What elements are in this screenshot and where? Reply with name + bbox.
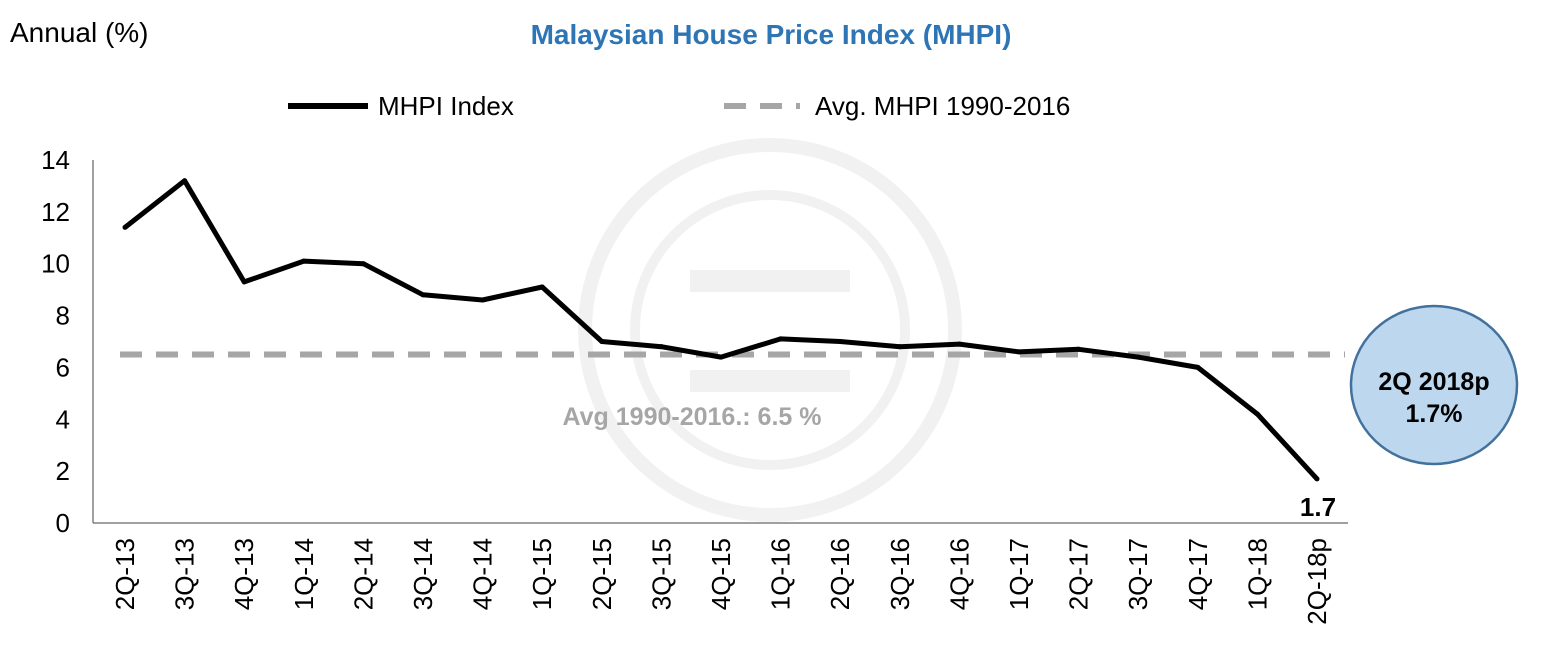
x-tick-label: 2Q-13 xyxy=(110,538,140,610)
mhpi-data-point xyxy=(420,292,426,298)
x-tick-label: 3Q-16 xyxy=(885,538,915,610)
y-tick-label: 14 xyxy=(41,145,70,175)
x-tick-label: 4Q-16 xyxy=(944,538,974,610)
y-tick-labels: 0 2 4 6 8 10 12 14 xyxy=(41,145,70,538)
mhpi-data-point xyxy=(837,339,843,344)
mhpi-data-point xyxy=(956,341,962,347)
y-tick-label: 12 xyxy=(41,197,70,227)
x-tick-label: 1Q-16 xyxy=(766,538,796,610)
y-axis-label: Annual (%) xyxy=(10,17,149,48)
y-tick-label: 6 xyxy=(56,352,70,382)
x-tick-label: 4Q-13 xyxy=(229,538,259,610)
y-tick-label: 4 xyxy=(56,404,70,434)
x-tick-label: 4Q-17 xyxy=(1183,538,1213,610)
x-tick-label: 3Q-14 xyxy=(408,538,438,610)
mhpi-data-point xyxy=(480,297,486,303)
y-tick-label: 2 xyxy=(56,456,70,486)
mhpi-data-point xyxy=(122,224,128,230)
y-tick-label: 10 xyxy=(41,249,70,279)
x-tick-label: 1Q-14 xyxy=(289,538,319,610)
mhpi-data-point xyxy=(599,339,605,344)
callout-line-1: 2Q 2018p xyxy=(1378,368,1489,396)
x-tick-label: 3Q-15 xyxy=(646,538,676,610)
mhpi-data-point xyxy=(1076,346,1082,352)
x-tick-label: 1Q-18 xyxy=(1242,538,1272,610)
x-tick-label: 2Q-15 xyxy=(587,538,617,610)
avg-annotation: Avg 1990-2016.: 6.5 % xyxy=(563,403,822,431)
callout-bubble: 2Q 2018p 1.7% xyxy=(1349,304,1519,466)
x-tick-label: 2Q-14 xyxy=(348,538,378,610)
x-tick-labels: 2Q-13 3Q-13 4Q-13 1Q-14 2Q-14 3Q-14 4Q-14 1Q-15… xyxy=(110,538,1332,625)
x-tick-label: 4Q-14 xyxy=(468,538,498,610)
chart-title: Malaysian House Price Index (MHPI) xyxy=(531,19,1012,50)
x-tick-label: 3Q-17 xyxy=(1123,538,1153,610)
mhpi-index-line xyxy=(123,178,1319,481)
last-value-label: 1.7 xyxy=(1300,492,1336,522)
legend: MHPI Index Avg. MHPI 1990-2016 xyxy=(288,91,1070,121)
mhpi-data-point xyxy=(1314,476,1320,482)
mhpi-data-point xyxy=(360,261,366,267)
mhpi-data-point xyxy=(1135,354,1141,360)
y-tick-label: 0 xyxy=(56,508,70,538)
callout-line-2: 1.7% xyxy=(1406,400,1463,428)
x-tick-label: 2Q-18p xyxy=(1302,538,1332,625)
legend-label-mhpi-index: MHPI Index xyxy=(378,91,514,121)
watermark-logo xyxy=(578,138,962,522)
mhpi-data-point xyxy=(182,178,188,184)
x-tick-label: 2Q-16 xyxy=(825,538,855,610)
x-tick-label: 4Q-15 xyxy=(706,538,736,610)
mhpi-data-point xyxy=(1254,411,1260,417)
callout-circle xyxy=(1349,304,1519,466)
x-tick-label: 1Q-17 xyxy=(1004,538,1034,610)
mhpi-data-point xyxy=(241,279,247,285)
mhpi-data-points xyxy=(122,178,1320,482)
mhpi-data-point xyxy=(1016,349,1022,355)
x-tick-label: 3Q-13 xyxy=(170,538,200,610)
mhpi-data-point xyxy=(897,344,903,350)
legend-label-avg-mhpi: Avg. MHPI 1990-2016 xyxy=(815,91,1070,121)
mhpi-data-point xyxy=(658,344,664,350)
mhpi-data-point xyxy=(778,336,784,342)
y-tick-label: 8 xyxy=(56,301,70,331)
x-tick-label: 1Q-15 xyxy=(527,538,557,610)
mhpi-data-point xyxy=(539,284,545,290)
mhpi-data-point xyxy=(301,258,307,264)
x-tick-label: 2Q-17 xyxy=(1064,538,1094,610)
mhpi-data-point xyxy=(1195,364,1201,370)
mhpi-data-point xyxy=(718,354,724,360)
